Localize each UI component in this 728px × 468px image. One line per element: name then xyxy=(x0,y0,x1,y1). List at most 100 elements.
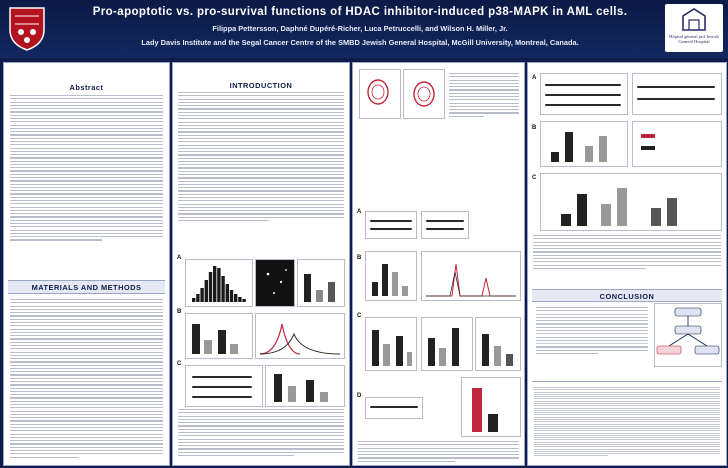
figure2-bar-c3 xyxy=(475,317,521,371)
figure3-blot-a xyxy=(540,73,628,115)
bar-chart-icon xyxy=(372,330,412,366)
methods-text xyxy=(10,299,163,460)
figure1-bar-chart-a xyxy=(304,274,335,302)
histogram-bar xyxy=(192,298,196,302)
figure3-label-b: B xyxy=(532,125,537,131)
introduction-heading: INTRODUCTION xyxy=(229,81,293,90)
figure3-panel-c xyxy=(540,173,722,231)
conclusion-text xyxy=(536,307,648,356)
figure2-label-a: A xyxy=(357,209,362,215)
figure3-bar-b xyxy=(540,121,628,167)
histogram-bar xyxy=(229,290,234,302)
histogram-bar xyxy=(242,299,246,302)
column-abstract-methods: Abstract MATERIALS AND METHODS xyxy=(3,62,170,466)
poster-affiliation: Lady Davis Institute and the Segal Cance… xyxy=(141,38,579,47)
figure1-panel-a-mid xyxy=(255,259,295,307)
bar-chart-icon xyxy=(551,132,607,162)
figure2-flow-plot-1 xyxy=(359,69,401,119)
blot-band xyxy=(370,406,418,409)
figure3-label-a: A xyxy=(532,75,537,81)
figure2-side-caption xyxy=(449,73,519,119)
figure1-label-a: A xyxy=(177,255,182,261)
histogram-bar xyxy=(208,272,213,302)
figure1-panel-b-right xyxy=(255,313,345,359)
poster-authors: Filippa Pettersson, Daphné Dupéré-Richer… xyxy=(212,24,508,33)
blot-band xyxy=(370,220,412,223)
histogram-bar xyxy=(200,288,204,302)
figure1-panel-c-left xyxy=(185,365,263,407)
histogram-bar xyxy=(234,294,238,302)
figure1-bars xyxy=(192,266,246,302)
figure2-bar-c xyxy=(365,317,417,371)
figure2-blot-a2 xyxy=(421,211,469,239)
figure1-caption xyxy=(178,409,344,458)
column-figure2: A B C xyxy=(352,62,525,466)
jgh-logo: Hôpital général juif Jewish General Hosp… xyxy=(665,4,723,52)
conclusion-diagram xyxy=(654,303,722,367)
figure2-bar-c2 xyxy=(421,317,473,371)
figure2-caption xyxy=(358,441,519,464)
bar-chart-icon xyxy=(428,328,459,366)
methods-heading: MATERIALS AND METHODS xyxy=(31,283,142,292)
mcgill-crest-icon xyxy=(9,7,45,51)
jgh-logo-text: Hôpital général juif Jewish General Hosp… xyxy=(669,34,719,45)
blot-band xyxy=(545,84,621,87)
abstract-text xyxy=(10,95,163,243)
figure2-flow-plot-2 xyxy=(403,69,445,119)
blot-band xyxy=(192,386,252,389)
figure1-panel-b-left xyxy=(185,313,253,359)
figure2-trace-b xyxy=(421,251,521,301)
conclusion-heading: CONCLUSION xyxy=(599,291,655,301)
figure2-label-c: C xyxy=(357,313,362,319)
bar-chart-icon xyxy=(372,264,408,296)
blot-band xyxy=(637,98,715,101)
poster-header: Pro-apoptotic vs. pro-survival functions… xyxy=(0,0,728,58)
abstract-heading: Abstract xyxy=(69,83,104,92)
bar-chart-icon xyxy=(472,388,498,432)
figure1-label-c: C xyxy=(177,361,182,367)
introduction-text xyxy=(178,92,344,223)
figure1-panel-a-left xyxy=(185,259,253,307)
blot-band xyxy=(192,396,252,399)
chromatogram-icon xyxy=(426,263,516,297)
flow-plot-icon xyxy=(413,81,435,107)
figure2-label-b: B xyxy=(357,255,362,261)
figure1-flow-histogram xyxy=(259,323,341,355)
blot-band xyxy=(545,94,621,97)
figure2-blot-a xyxy=(365,211,417,239)
figure3-label-c: C xyxy=(532,175,537,181)
pathway-diagram-icon xyxy=(656,307,720,355)
column-introduction: INTRODUCTION A xyxy=(172,62,350,466)
figure3-blot-a2 xyxy=(632,73,722,115)
histogram-bar xyxy=(225,284,229,302)
figure1-bar-chart-c xyxy=(274,374,328,402)
conclusion-heading-bar: CONCLUSION xyxy=(532,289,722,302)
blot-band xyxy=(192,376,252,379)
column-conclusion: A B C xyxy=(527,62,727,466)
figure3-legend-b xyxy=(632,121,722,167)
histogram-bar xyxy=(217,268,221,302)
histogram-bar xyxy=(221,276,225,302)
figure1-panel-a-right xyxy=(297,259,345,307)
jgh-logo-icon xyxy=(682,8,706,31)
histogram-bar xyxy=(238,297,242,302)
figure2-blot-d xyxy=(365,397,423,419)
blot-band xyxy=(637,86,715,89)
blot-band xyxy=(545,104,621,107)
figure2-bar-d xyxy=(461,377,521,437)
figure1-label-b: B xyxy=(177,309,182,315)
figure1-bar-chart-b xyxy=(192,324,238,354)
figure2-label-d: D xyxy=(357,393,362,399)
references-text xyxy=(534,387,720,458)
histogram-bar xyxy=(196,294,200,302)
figure1-micrograph xyxy=(266,269,287,294)
blot-band xyxy=(426,228,464,231)
figure3-caption xyxy=(533,235,721,271)
blot-band xyxy=(370,228,412,231)
references-divider xyxy=(532,381,722,382)
blot-band xyxy=(426,220,464,223)
histogram-bar xyxy=(213,266,217,302)
bar-chart-icon xyxy=(482,334,513,366)
figure2-bar-b xyxy=(365,251,417,301)
